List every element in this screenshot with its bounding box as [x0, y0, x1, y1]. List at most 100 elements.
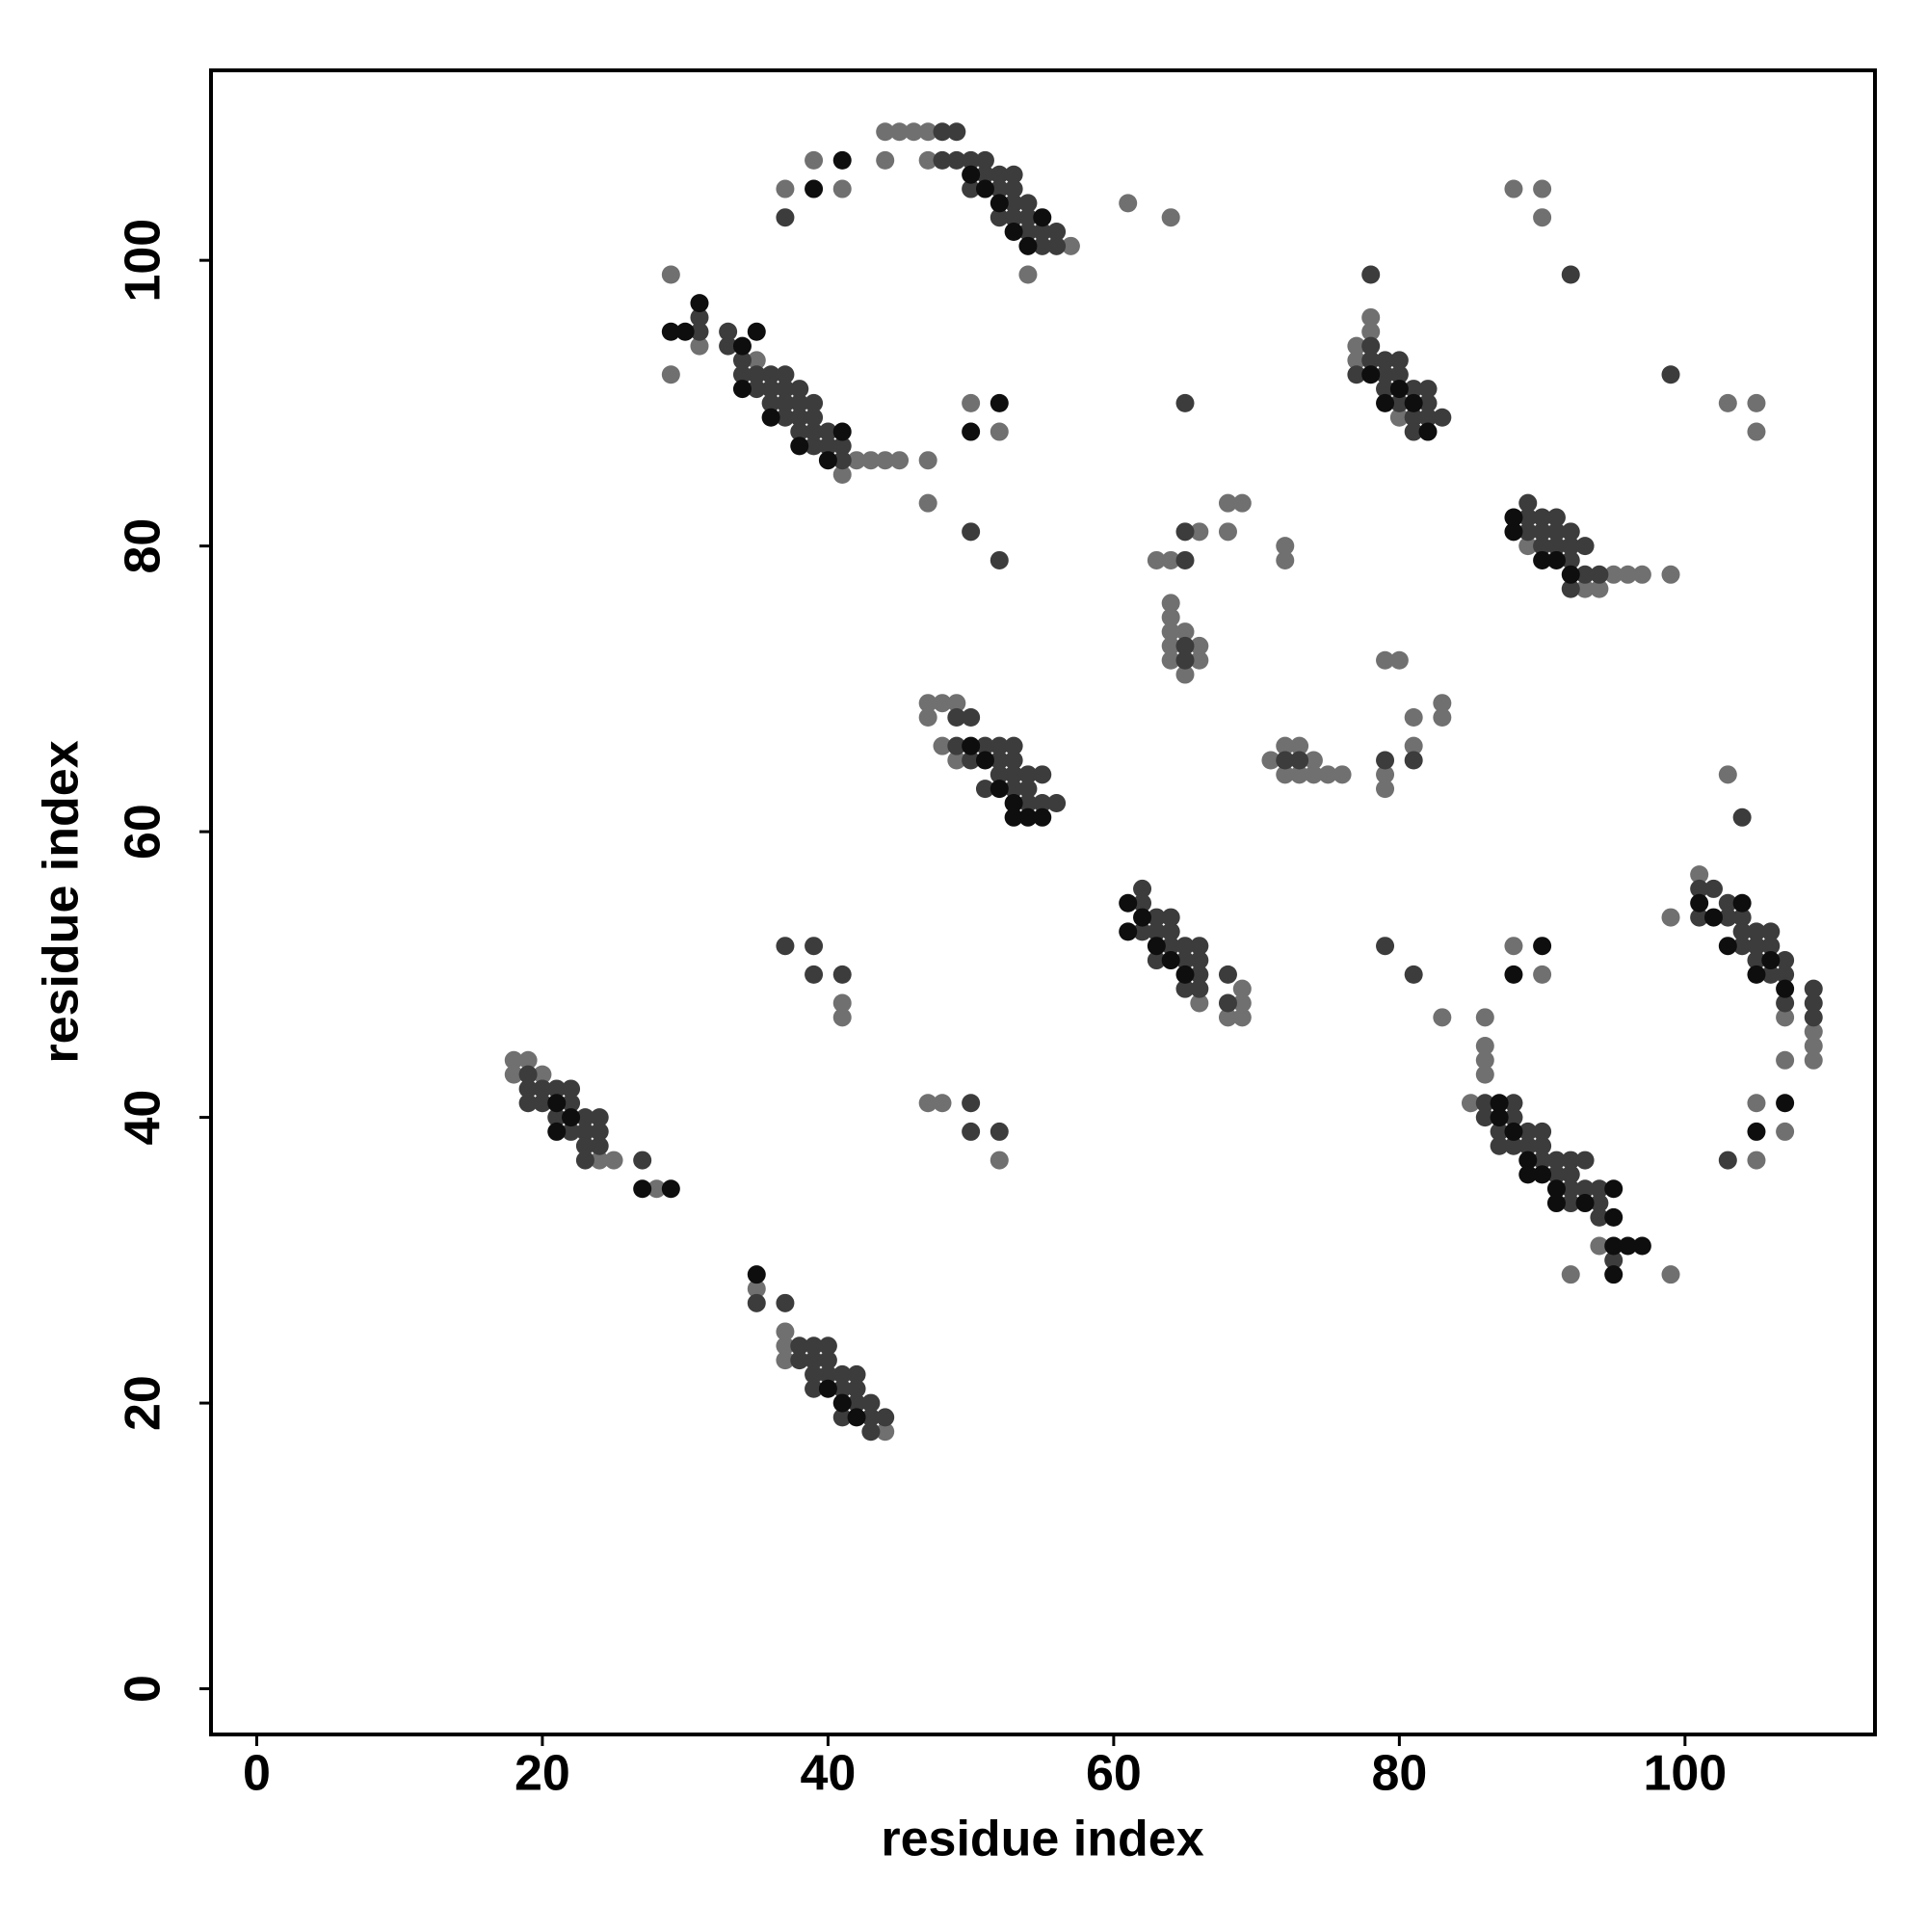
- point: [1504, 179, 1523, 198]
- point: [861, 1393, 881, 1413]
- point: [1718, 937, 1737, 956]
- point: [590, 1136, 609, 1155]
- y-tick-label: 40: [116, 1090, 172, 1146]
- point: [1175, 979, 1195, 998]
- point: [562, 1079, 581, 1098]
- point: [1690, 893, 1709, 913]
- point: [1161, 951, 1180, 970]
- point: [776, 1293, 795, 1312]
- point: [1175, 951, 1195, 970]
- point: [904, 122, 923, 142]
- point: [547, 1108, 567, 1127]
- point: [1732, 922, 1752, 941]
- point: [747, 351, 766, 370]
- point: [518, 1079, 538, 1098]
- point: [1604, 1236, 1623, 1256]
- point: [1276, 736, 1295, 755]
- point: [1004, 751, 1023, 770]
- point: [805, 408, 824, 427]
- point: [1175, 550, 1195, 569]
- point: [1361, 265, 1381, 284]
- point: [1161, 937, 1180, 956]
- point: [832, 465, 852, 485]
- point: [1161, 622, 1180, 642]
- point: [661, 1179, 680, 1199]
- point: [1575, 537, 1595, 556]
- point: [1475, 1094, 1494, 1113]
- point: [1376, 780, 1395, 799]
- point: [975, 736, 994, 755]
- point: [1147, 908, 1166, 927]
- point: [847, 1379, 866, 1398]
- point: [962, 422, 981, 441]
- point: [790, 437, 809, 456]
- point: [504, 1050, 523, 1070]
- point: [1747, 965, 1766, 984]
- point: [1133, 922, 1152, 941]
- point: [847, 1364, 866, 1384]
- point: [1190, 965, 1209, 984]
- point: [805, 437, 824, 456]
- point: [1475, 1065, 1494, 1084]
- point: [1033, 765, 1052, 784]
- point: [818, 422, 837, 441]
- x-tick-label: 100: [1643, 1746, 1727, 1802]
- point: [1175, 622, 1195, 642]
- point: [1318, 765, 1337, 784]
- point: [918, 451, 937, 470]
- point: [1732, 893, 1752, 913]
- point: [962, 751, 981, 770]
- point: [1718, 765, 1737, 784]
- point: [1761, 965, 1781, 984]
- x-tick-label: 40: [800, 1746, 856, 1802]
- point: [1776, 1094, 1795, 1113]
- point: [1161, 922, 1180, 941]
- point: [1276, 537, 1295, 556]
- point: [761, 393, 780, 412]
- point: [962, 1094, 981, 1113]
- point: [962, 165, 981, 184]
- point: [1404, 965, 1423, 984]
- point: [1404, 708, 1423, 728]
- point: [1190, 636, 1209, 655]
- point: [1461, 1094, 1480, 1113]
- y-tick-label: 100: [116, 219, 172, 303]
- point: [1776, 951, 1795, 970]
- point: [1561, 1165, 1580, 1184]
- point: [776, 1322, 795, 1341]
- point: [1747, 1094, 1766, 1113]
- point: [1376, 351, 1395, 370]
- point: [1804, 993, 1823, 1013]
- point: [747, 1293, 766, 1312]
- point: [1404, 736, 1423, 755]
- point: [1133, 879, 1152, 898]
- point: [776, 408, 795, 427]
- point: [1561, 1179, 1580, 1199]
- point: [1361, 336, 1381, 356]
- point: [1533, 1136, 1552, 1155]
- point: [1190, 522, 1209, 542]
- point: [1190, 951, 1209, 970]
- point: [1119, 194, 1138, 213]
- point: [1047, 223, 1067, 242]
- point: [962, 1122, 981, 1141]
- point: [1004, 736, 1023, 755]
- point: [1376, 765, 1395, 784]
- point: [1147, 922, 1166, 941]
- point: [776, 365, 795, 384]
- point: [1418, 422, 1438, 441]
- point: [805, 1337, 824, 1356]
- point: [1161, 594, 1180, 613]
- point: [1190, 993, 1209, 1013]
- point: [975, 179, 994, 198]
- point: [562, 1108, 581, 1127]
- point: [1133, 908, 1152, 927]
- point: [1218, 993, 1237, 1013]
- point: [1276, 550, 1295, 569]
- point: [790, 422, 809, 441]
- point: [933, 122, 952, 142]
- point: [1047, 793, 1067, 812]
- point: [1504, 1136, 1523, 1155]
- point: [1804, 979, 1823, 998]
